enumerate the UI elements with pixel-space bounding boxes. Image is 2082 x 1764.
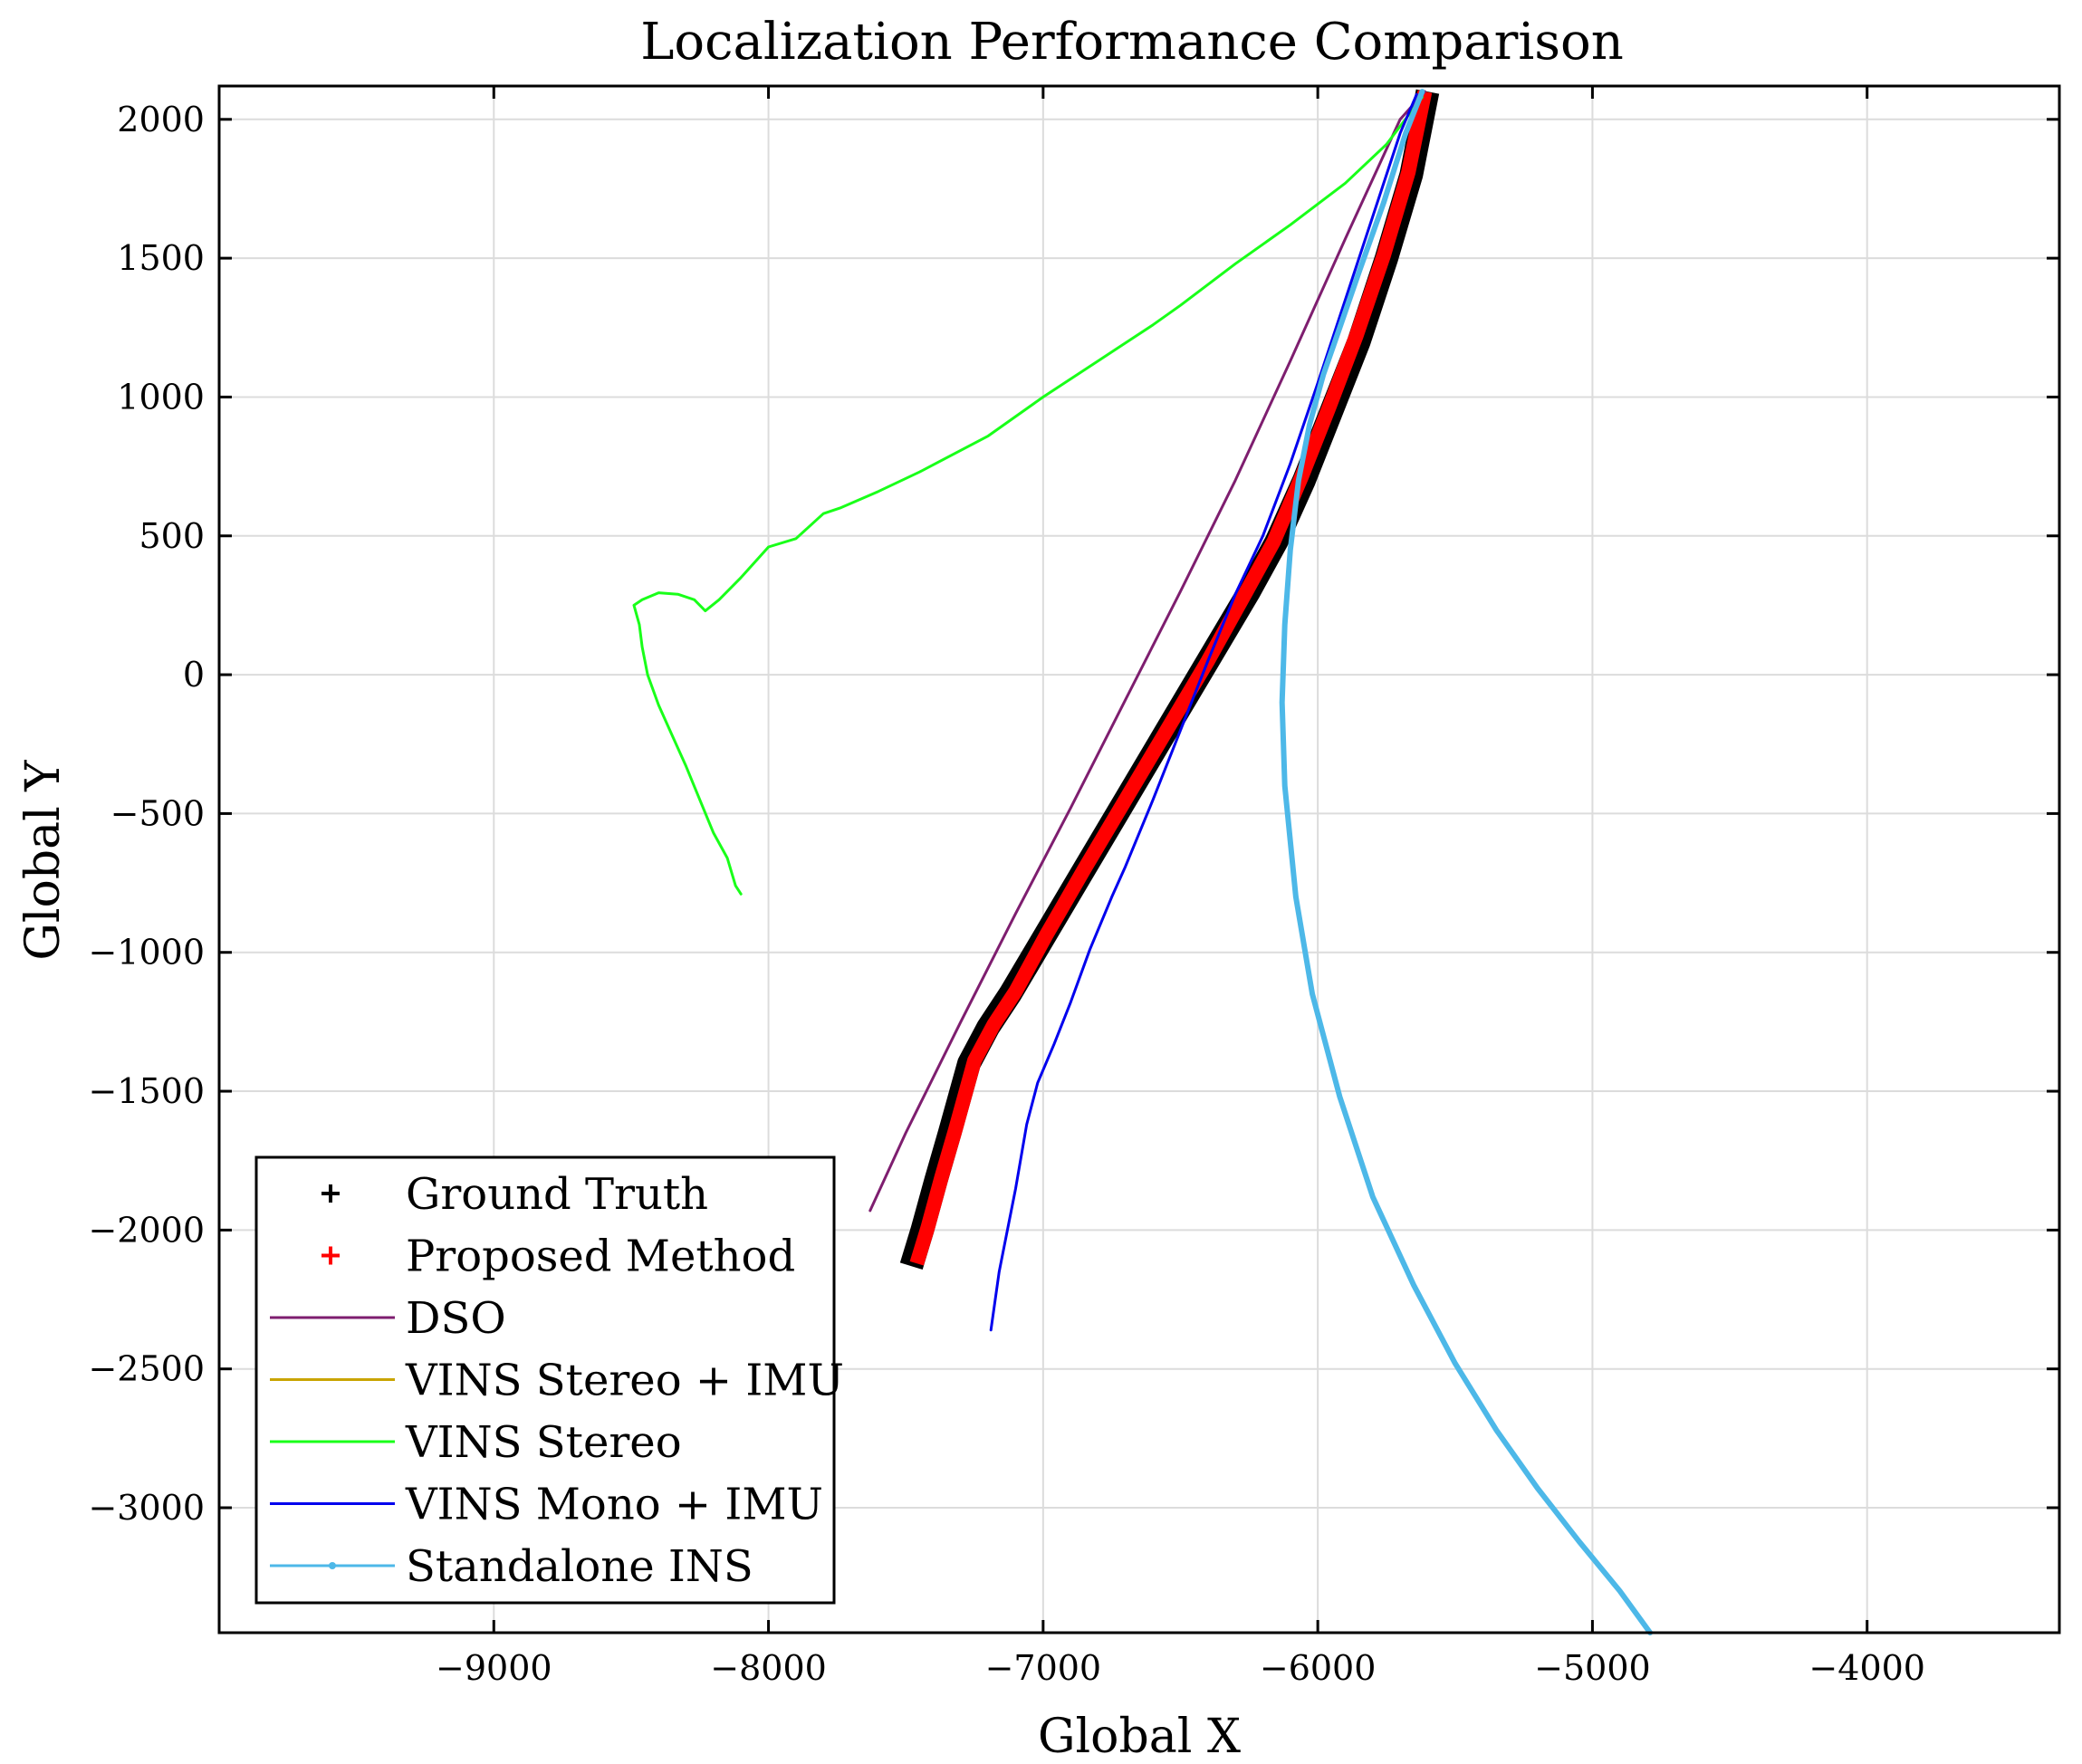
y-tick-label: 1000 <box>117 377 205 417</box>
x-tick-label: −4000 <box>1809 1648 1925 1688</box>
series-line-proposed-method <box>909 90 1433 1266</box>
legend-marker <box>321 1184 340 1203</box>
y-tick-label: 0 <box>183 655 205 695</box>
y-axis-label: Global Y <box>16 760 71 961</box>
series-layer <box>632 89 1654 1635</box>
series-line-standalone-ins <box>1279 89 1654 1635</box>
x-tick-label: −8000 <box>710 1648 827 1688</box>
x-tick-label: −9000 <box>436 1648 552 1688</box>
y-tick-label: 1500 <box>117 238 205 278</box>
legend: Ground Truth Proposed Method DSO VINS Stere… <box>254 1155 844 1605</box>
legend-label: VINS Mono + IMU <box>405 1480 823 1530</box>
series-line-dso <box>868 90 1426 1213</box>
y-tick-label: −1000 <box>88 933 205 973</box>
legend-label: DSO <box>406 1293 506 1344</box>
y-tick-label: −2000 <box>88 1210 205 1250</box>
y-tick-label: 2000 <box>117 100 205 139</box>
legend-label: VINS Stereo + IMU <box>405 1356 844 1406</box>
legend-dot <box>329 1562 336 1569</box>
tick-layer: −9000 −8000 −7000 −6000 −5000 −40002000150010… <box>88 86 2059 1688</box>
grid-layer <box>219 86 2059 1633</box>
series-line-ground-truth <box>899 89 1440 1270</box>
legend-label: Ground Truth <box>406 1169 708 1220</box>
legend-label: Standalone INS <box>406 1541 753 1592</box>
series-line-vins-stereo <box>632 95 1424 896</box>
plot-frame <box>217 84 2061 1635</box>
y-tick-label: −3000 <box>88 1488 205 1528</box>
legend-marker <box>321 1246 340 1265</box>
y-tick-label: −2500 <box>88 1349 205 1389</box>
y-tick-label: −1500 <box>88 1071 205 1111</box>
chart-title: Localization Performance Comparison <box>640 13 1624 72</box>
x-axis-label: Global X <box>1038 1710 1241 1764</box>
x-tick-label: −5000 <box>1534 1648 1651 1688</box>
x-tick-label: −6000 <box>1260 1648 1377 1688</box>
legend-label: VINS Stereo <box>405 1417 682 1468</box>
legend-label: Proposed Method <box>406 1232 795 1282</box>
y-tick-label: 500 <box>139 516 205 556</box>
y-tick-label: −500 <box>110 793 205 833</box>
series-line-vins-mono-imu <box>989 92 1418 1332</box>
x-tick-label: −7000 <box>985 1648 1102 1688</box>
